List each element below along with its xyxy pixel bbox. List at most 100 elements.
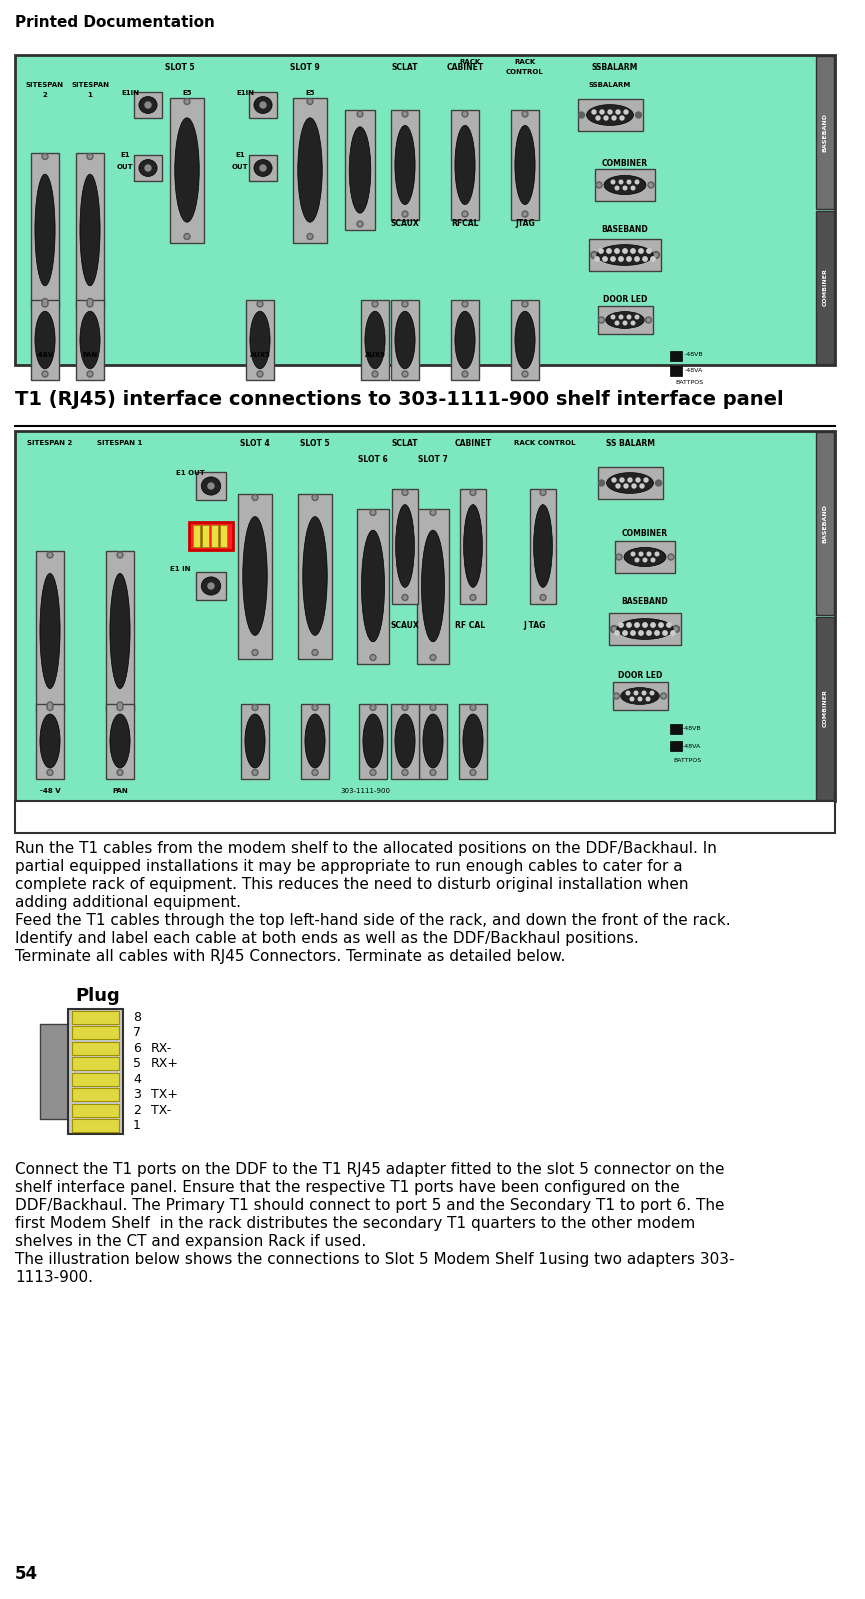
Text: TX-: TX- [151,1103,171,1116]
Bar [189,521,233,550]
Text: E1IN: E1IN [121,90,139,96]
Bar [15,54,835,365]
Circle shape [372,301,378,307]
Bar [298,494,332,659]
Text: SCLAT: SCLAT [392,438,419,448]
Circle shape [372,371,378,377]
Circle shape [462,211,468,217]
Text: first Modem Shelf  in the rack distributes the secondary T1 quarters to the othe: first Modem Shelf in the rack distribute… [15,1215,695,1231]
Circle shape [371,771,375,774]
Ellipse shape [35,174,55,286]
Circle shape [631,249,635,253]
Ellipse shape [597,245,653,265]
Circle shape [185,235,189,238]
Bar [15,432,835,801]
Text: E1IN: E1IN [236,90,254,96]
Circle shape [259,302,261,305]
Circle shape [631,697,634,700]
Text: BATTPOS: BATTPOS [673,758,702,763]
Circle shape [374,373,376,376]
Circle shape [48,707,52,708]
Text: Feed the T1 cables through the top left-hand side of the rack, and down the fron: Feed the T1 cables through the top left-… [15,913,731,927]
Ellipse shape [139,96,157,114]
Circle shape [523,373,527,376]
Bar [211,524,218,547]
Text: BASEBAND: BASEBAND [622,596,669,606]
Text: Printed Documentation: Printed Documentation [15,14,215,30]
Text: Connect the T1 ports on the DDF to the T1 RJ45 adapter fitted to the slot 5 conn: Connect the T1 ports on the DDF to the T… [15,1162,725,1177]
Ellipse shape [365,312,385,369]
Text: CABINET: CABINET [454,438,491,448]
Circle shape [371,512,375,513]
Circle shape [402,595,408,601]
Circle shape [119,771,121,774]
Circle shape [119,553,121,556]
Circle shape [313,496,317,499]
Text: E1: E1 [235,152,245,158]
Circle shape [522,211,528,217]
Text: COMBINER: COMBINER [823,689,828,728]
Circle shape [253,496,257,499]
Circle shape [522,301,528,307]
Circle shape [612,478,616,481]
Circle shape [47,552,53,558]
Bar [459,704,487,779]
Text: J TAG: J TAG [524,622,546,630]
Ellipse shape [617,619,673,640]
Circle shape [403,373,407,376]
Bar [36,704,64,779]
Circle shape [611,625,618,633]
Bar [249,93,277,118]
Circle shape [403,302,407,305]
Circle shape [307,233,313,240]
Circle shape [253,771,257,774]
Ellipse shape [202,577,221,595]
Circle shape [470,595,476,601]
Ellipse shape [305,715,325,768]
Circle shape [402,769,408,776]
Circle shape [631,552,635,556]
Bar [72,1103,119,1116]
Bar [76,301,104,381]
Circle shape [668,553,674,560]
Bar [134,155,162,181]
Text: COMBINER: COMBINER [622,529,668,539]
Circle shape [48,553,52,556]
Circle shape [403,112,407,115]
Text: COMBINER: COMBINER [602,158,648,168]
Bar [134,93,162,118]
Bar [68,1009,123,1134]
Ellipse shape [395,715,415,768]
Bar [391,301,419,381]
Circle shape [618,257,623,261]
Circle shape [675,627,677,630]
Circle shape [672,625,680,633]
Ellipse shape [586,104,633,125]
Text: SS BALARM: SS BALARM [606,438,655,448]
Circle shape [42,299,48,304]
Bar [106,552,134,712]
Circle shape [312,769,318,776]
Bar [40,1023,68,1119]
Circle shape [43,155,47,158]
Circle shape [307,99,313,104]
Circle shape [432,771,434,774]
Text: RX+: RX+ [151,1057,179,1070]
Text: SLOT 5: SLOT 5 [165,62,195,72]
Text: 4: 4 [133,1073,141,1086]
Bar [72,1057,119,1070]
Bar [293,98,327,243]
Bar [241,704,269,779]
Text: SCAUX: SCAUX [391,622,420,630]
Circle shape [596,117,600,120]
Text: The illustration below shows the connections to Slot 5 Modem Shelf 1using two ad: The illustration below shows the connect… [15,1252,734,1266]
Circle shape [88,301,92,302]
Circle shape [667,622,671,627]
Circle shape [631,630,635,635]
Circle shape [430,769,436,776]
Bar [220,524,227,547]
Circle shape [623,185,627,190]
Circle shape [522,371,528,377]
Text: COMBINER: COMBINER [823,269,828,307]
Bar [589,238,661,270]
